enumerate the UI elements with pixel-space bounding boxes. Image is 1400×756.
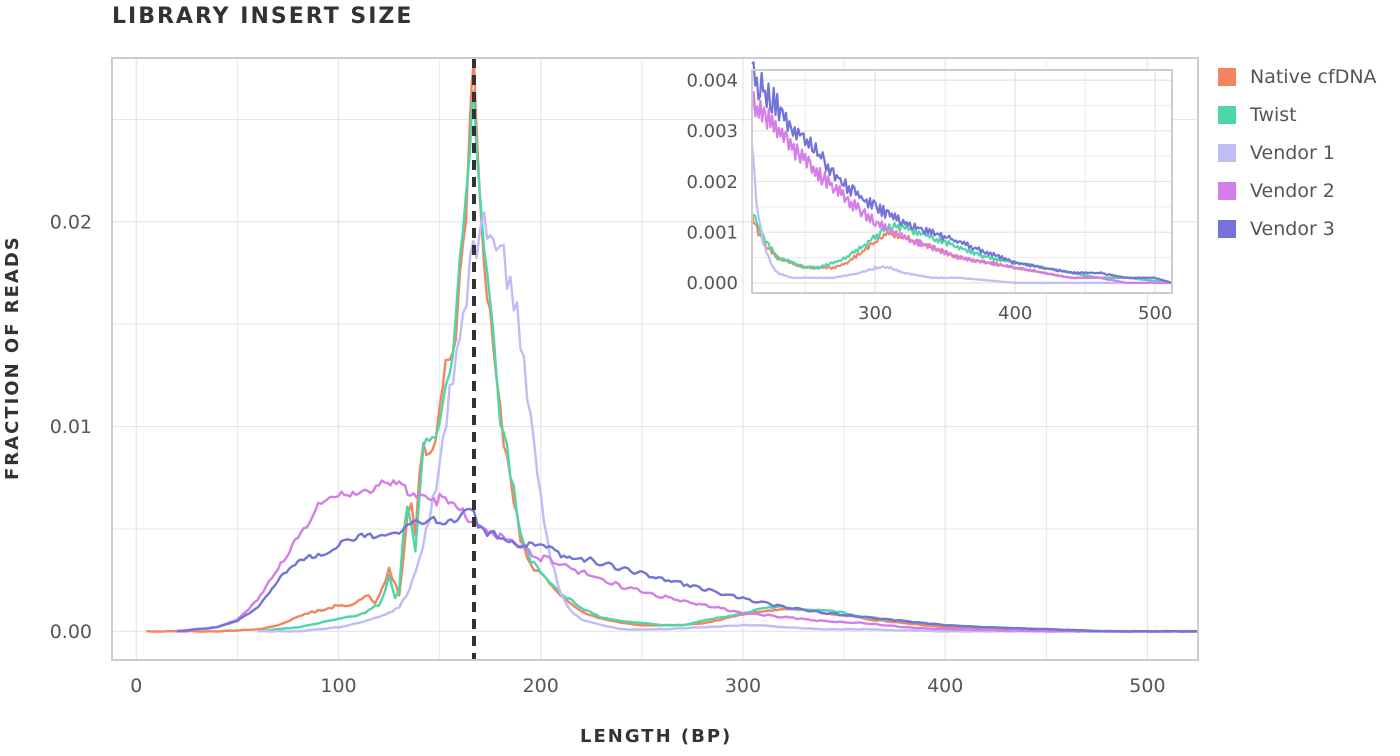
- main-plot-frame: [111, 57, 1199, 661]
- legend-label: Vendor 1: [1250, 142, 1335, 164]
- legend-swatch: [1218, 220, 1236, 238]
- plot-frame: [751, 69, 1173, 294]
- x-tick-label: 400: [998, 303, 1032, 324]
- series-line-inset-3: [750, 91, 1173, 285]
- legend-swatch: [1218, 106, 1236, 124]
- legend-label: Twist: [1250, 104, 1297, 126]
- legend-swatch: [1218, 182, 1236, 200]
- legend: Native cfDNA Twist Vendor 1 Vendor 2 Ven…: [1218, 58, 1377, 248]
- legend-item-vendor-1[interactable]: Vendor 1: [1218, 134, 1377, 172]
- legend-label: Native cfDNA: [1250, 66, 1377, 88]
- inset-chart: 300 400 500 0.000 0.001 0.002 0.003 0.004: [686, 61, 1173, 324]
- series-line-vendor-3: [176, 507, 1199, 633]
- x-tick-label: 300: [725, 675, 761, 697]
- legend-label: Vendor 2: [1250, 180, 1335, 202]
- series-line-inset-2: [750, 144, 1173, 285]
- inset-tick-labels: 300 400 500 0.000 0.001 0.002 0.003 0.004: [686, 70, 1172, 324]
- y-tick-label: 0.001: [686, 222, 738, 243]
- legend-swatch: [1218, 144, 1236, 162]
- x-tick-label: 300: [858, 303, 892, 324]
- inset-grid: [752, 70, 1172, 293]
- main-tick-labels: 0 100 200 300 400 500 0.00 0.01 0.02: [50, 211, 1166, 697]
- legend-item-twist[interactable]: Twist: [1218, 96, 1377, 134]
- inset-series-lines: [750, 61, 1173, 285]
- y-tick-label: 0.02: [50, 211, 92, 233]
- x-axis-label: LENGTH (BP): [580, 726, 733, 747]
- x-tick-label: 500: [1138, 303, 1172, 324]
- legend-item-vendor-3[interactable]: Vendor 3: [1218, 210, 1377, 248]
- inset-plot-frame: [751, 69, 1173, 294]
- y-tick-label: 0.003: [686, 121, 738, 142]
- y-axis-label: FRACTION OF READS: [2, 235, 23, 480]
- x-tick-label: 200: [523, 675, 559, 697]
- plot-frame: [111, 57, 1199, 661]
- y-tick-label: 0.01: [50, 416, 92, 438]
- y-tick-label: 0.000: [686, 273, 738, 294]
- y-tick-label: 0.002: [686, 172, 738, 193]
- y-tick-label: 0.00: [50, 621, 92, 643]
- legend-item-native-cfdna[interactable]: Native cfDNA: [1218, 58, 1377, 96]
- legend-label: Vendor 3: [1250, 218, 1335, 240]
- series-line-vendor-2: [176, 479, 1199, 633]
- x-tick-label: 500: [1129, 675, 1165, 697]
- x-tick-label: 400: [927, 675, 963, 697]
- legend-swatch: [1218, 68, 1236, 86]
- x-tick-label: 100: [320, 675, 356, 697]
- legend-item-vendor-2[interactable]: Vendor 2: [1218, 172, 1377, 210]
- x-tick-label: 0: [130, 675, 142, 697]
- main-series-lines: [146, 60, 1199, 633]
- y-tick-label: 0.004: [686, 70, 738, 91]
- chart-title: LIBRARY INSERT SIZE: [112, 4, 414, 29]
- series-line-inset-4: [751, 61, 1173, 284]
